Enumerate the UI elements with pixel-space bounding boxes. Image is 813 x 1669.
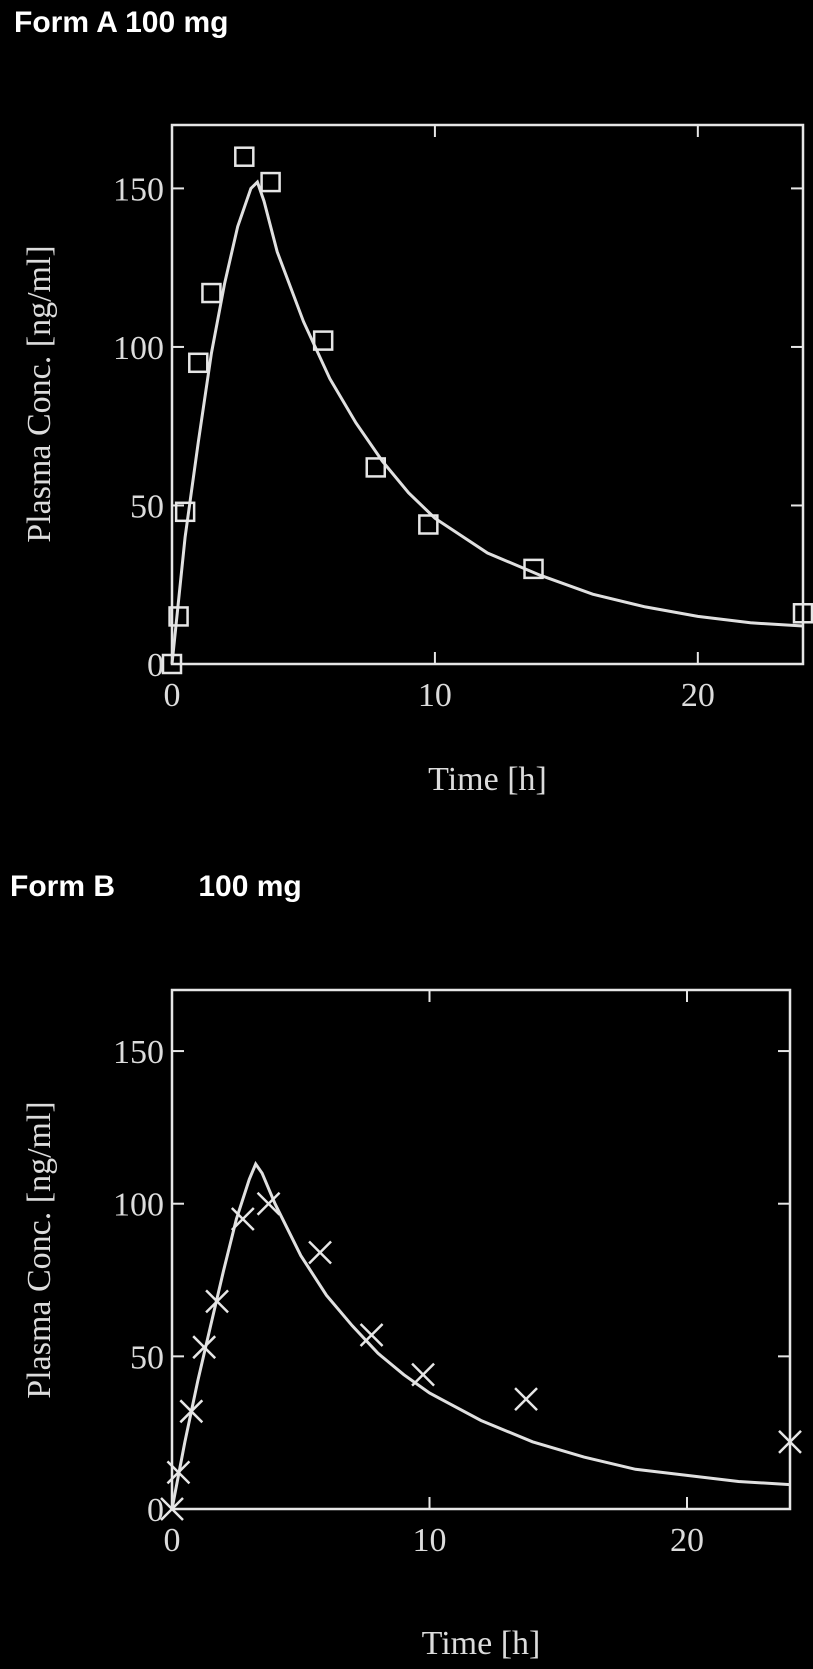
fitted-curve — [170, 179, 804, 665]
data-point — [188, 352, 209, 374]
data-point-stroke — [205, 1289, 229, 1314]
data-point-stroke — [230, 1207, 255, 1231]
data-point — [256, 1191, 281, 1216]
data-point — [192, 1335, 217, 1360]
fitted-curve — [170, 1160, 791, 1510]
data-point-stroke — [308, 1240, 332, 1265]
data-point — [365, 457, 387, 478]
y-tick-label: 100 — [113, 1187, 164, 1224]
data-point — [312, 330, 334, 351]
data-point-stroke — [192, 1335, 217, 1360]
data-point — [418, 514, 439, 535]
data-point — [161, 653, 183, 675]
data-point — [174, 501, 196, 523]
data-point — [523, 558, 544, 580]
data-point-stroke — [256, 1191, 281, 1216]
x-tick-label: 20 — [670, 1522, 704, 1559]
data-point — [201, 282, 222, 304]
data-point — [166, 1460, 191, 1485]
y-tick-label: 150 — [113, 1034, 164, 1071]
chart-title-form-a: Form A 100 mg — [14, 6, 229, 39]
x-tick-label: 10 — [413, 1522, 447, 1559]
x-axis-label: Time [h] — [428, 761, 547, 798]
data-point — [308, 1240, 332, 1265]
x-tick-label: 10 — [418, 677, 452, 714]
data-point — [411, 1362, 435, 1387]
x-tick-label: 0 — [164, 1522, 181, 1559]
x-axis-label: Time [h] — [422, 1625, 541, 1662]
data-point-stroke — [179, 1399, 204, 1424]
data-point-stroke — [778, 1429, 802, 1454]
y-tick-label: 150 — [113, 171, 164, 208]
data-point-stroke — [411, 1362, 435, 1387]
data-point-stroke — [359, 1323, 384, 1347]
data-point — [234, 146, 255, 167]
plot-frame — [170, 123, 805, 666]
y-tick-label: 50 — [130, 488, 164, 525]
data-point-stroke — [160, 1497, 184, 1521]
y-tick-label: 0 — [147, 1492, 164, 1529]
data-point — [359, 1323, 384, 1347]
data-point-stroke — [514, 1387, 538, 1411]
y-tick-label: 100 — [113, 330, 164, 367]
y-axis-label: Plasma Conc. [ng/ml] — [21, 1101, 58, 1398]
data-point — [792, 603, 813, 624]
data-point — [260, 171, 281, 193]
data-point — [778, 1429, 802, 1454]
data-point — [205, 1289, 229, 1314]
x-tick-label: 20 — [681, 677, 715, 714]
data-point — [514, 1387, 538, 1411]
data-point-stroke — [166, 1460, 191, 1485]
chart-panel-form-a: 0 50 100 150 0 10 20 Time [h] Plasma Conc. [ng/m… — [21, 123, 813, 798]
chart-title-form-b: Form B 100 mg — [10, 870, 302, 903]
y-axis-label: Plasma Conc. [ng/ml] — [21, 245, 58, 542]
data-point — [160, 1497, 184, 1521]
x-tick-label: 0 — [164, 677, 181, 714]
y-tick-label: 0 — [147, 647, 164, 684]
chart-panel-form-b: 0 50 100 150 0 10 20 Time [h] Plasma Conc. [ng/m… — [21, 988, 802, 1662]
data-point — [179, 1399, 204, 1424]
plot-frame — [170, 988, 792, 1511]
y-tick-label: 50 — [130, 1339, 164, 1376]
data-point — [168, 606, 189, 627]
data-point — [230, 1207, 255, 1231]
